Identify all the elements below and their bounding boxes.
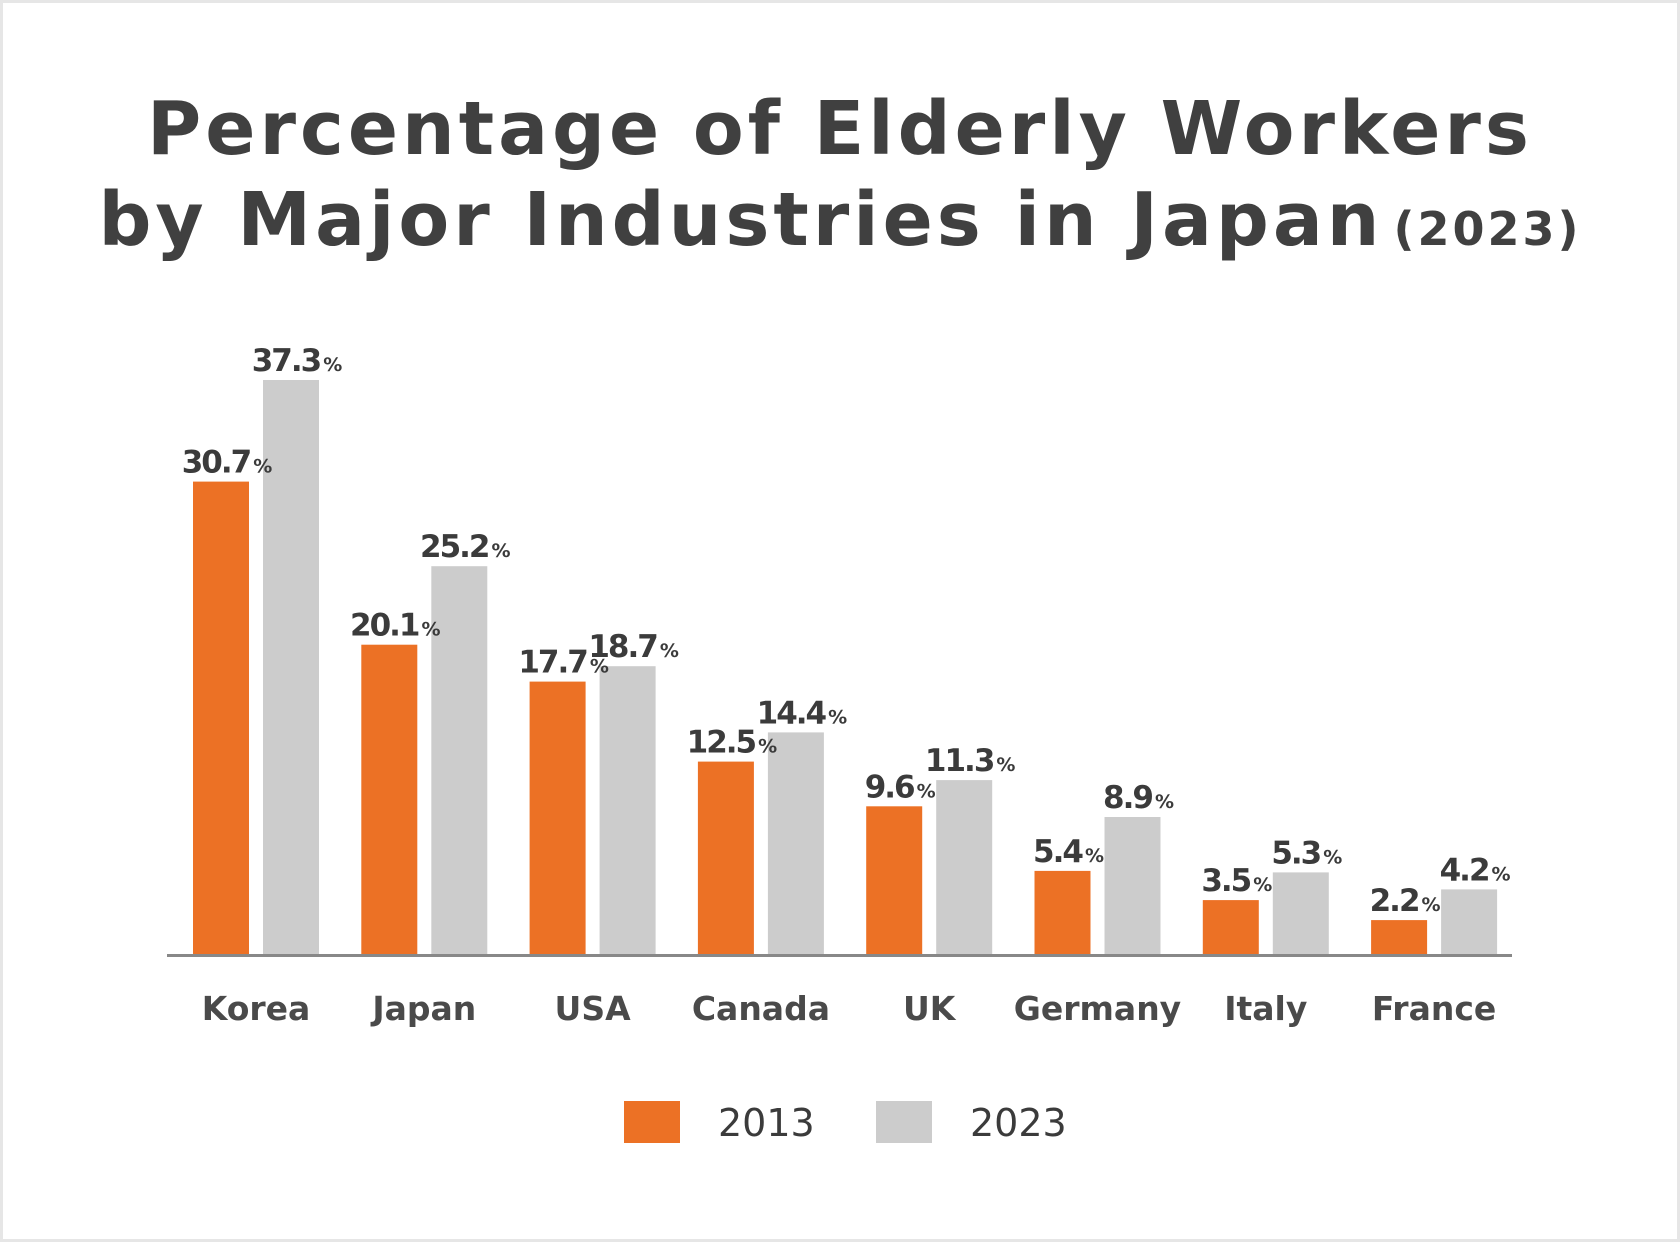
- chart-title-year: (2023): [1393, 202, 1582, 256]
- category-label-france: France: [1372, 989, 1496, 1028]
- category-label-japan: Japan: [370, 989, 476, 1028]
- bar-germany-2023: [1104, 817, 1161, 954]
- legend-swatch-2023: [876, 1101, 932, 1143]
- bar-japan-2023: [431, 566, 488, 954]
- bar-usa-2023: [599, 666, 656, 954]
- legend: 2013 2023: [624, 1101, 1067, 1145]
- bar-france-2013: [1371, 920, 1428, 954]
- bar-uk-2013: [866, 806, 923, 954]
- chart-title-line2: by Major Industries in Japan (2023): [0, 183, 1680, 257]
- data-label-canada-2023: 14.4%: [757, 695, 848, 731]
- data-label-canada-2013: 12.5%: [687, 725, 778, 761]
- bar-canada-2013: [697, 761, 754, 954]
- category-label-canada: Canada: [692, 989, 830, 1028]
- data-label-italy-2023: 5.3%: [1271, 835, 1342, 871]
- data-label-uk-2013: 9.6%: [865, 769, 936, 805]
- bar-italy-2013: [1202, 900, 1259, 954]
- bar-korea-2023: [263, 380, 319, 954]
- legend-label-2023: 2023: [970, 1101, 1067, 1145]
- category-label-korea: Korea: [202, 989, 311, 1028]
- bar-usa-2013: [529, 681, 586, 954]
- bar-japan-2013: [361, 644, 418, 954]
- bar-uk-2023: [936, 780, 993, 954]
- data-label-korea-2023: 37.3%: [252, 343, 343, 379]
- data-label-korea-2013: 30.7%: [182, 445, 273, 481]
- data-label-japan-2013: 20.1%: [350, 608, 441, 644]
- data-label-usa-2023: 18.7%: [588, 629, 679, 665]
- legend-label-2013: 2013: [718, 1101, 815, 1145]
- category-labels-group: Korea Japan USA Canada UK Germany Italy France: [202, 989, 1497, 1028]
- category-label-usa: USA: [555, 989, 632, 1028]
- chart-title-line1: Percentage of Elderly Workers: [0, 92, 1680, 166]
- bar-italy-2023: [1272, 872, 1329, 954]
- category-label-germany: Germany: [1014, 989, 1181, 1028]
- data-label-uk-2023: 11.3%: [925, 743, 1016, 779]
- data-label-france-2013: 2.2%: [1370, 883, 1441, 919]
- data-label-usa-2013: 17.7%: [518, 645, 609, 681]
- data-label-germany-2013: 5.4%: [1033, 834, 1104, 870]
- data-label-germany-2023: 8.9%: [1103, 780, 1174, 816]
- category-label-uk: UK: [903, 989, 957, 1028]
- data-label-italy-2013: 3.5%: [1201, 863, 1272, 899]
- bar-labels-group: 30.7 % 37.3 % 20.1 % 25.2 % 17.7 %18.7 % 12.5 %14.4%…: [182, 343, 1511, 919]
- bar-france-2023: [1441, 889, 1498, 954]
- data-label-japan-2023: 25.2%: [420, 529, 511, 565]
- chart-title-text-2: by Major Industries in Japan: [98, 177, 1384, 263]
- bar-germany-2013: [1034, 870, 1091, 954]
- bar-korea-2013: [193, 481, 249, 954]
- bar-canada-2023: [767, 732, 824, 954]
- category-label-italy: Italy: [1224, 989, 1307, 1028]
- bars-group: [193, 380, 1498, 954]
- legend-swatch-2013: [624, 1101, 680, 1143]
- data-label-france-2023: 4.2%: [1440, 852, 1511, 888]
- chart-title-text-1: Percentage of Elderly Workers: [147, 86, 1533, 172]
